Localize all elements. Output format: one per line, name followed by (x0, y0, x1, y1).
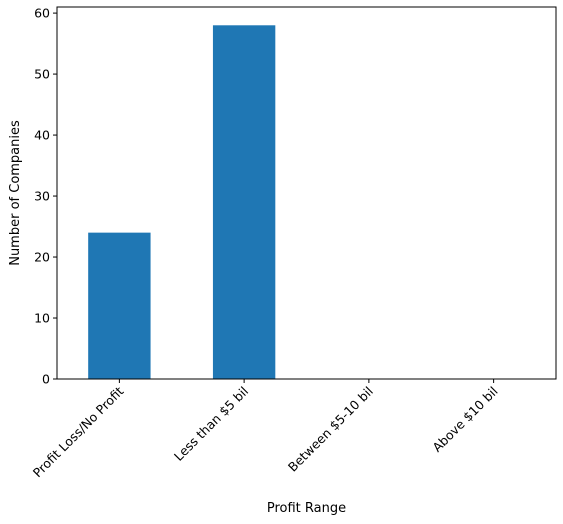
y-tick-label: 10 (34, 311, 50, 326)
x-axis-ticks: Profit Loss/No Profit Less than $5 bil Bet… (30, 379, 501, 480)
bars-group (88, 25, 276, 380)
y-axis-label: Number of Companies (8, 120, 23, 266)
plot-frame (56, 6, 557, 380)
y-tick-label: 60 (34, 6, 50, 21)
x-axis-label: Profit Range (267, 501, 346, 516)
y-tick-label: 50 (34, 67, 50, 82)
y-tick-label: 30 (34, 189, 50, 204)
x-tick-label: Profit Loss/No Profit (30, 383, 127, 480)
x-tick-label: Less than $5 bil (171, 384, 251, 464)
y-tick-label: 0 (42, 372, 50, 387)
x-tick-label: Above $10 bil (429, 384, 500, 455)
bar (88, 232, 151, 379)
y-tick-label: 40 (34, 128, 50, 143)
y-tick-label: 20 (34, 250, 50, 265)
y-axis-ticks: 0 10 20 30 40 50 60 (34, 6, 57, 387)
bar (212, 25, 276, 380)
x-tick-label: Between $5-10 bil (285, 384, 376, 475)
